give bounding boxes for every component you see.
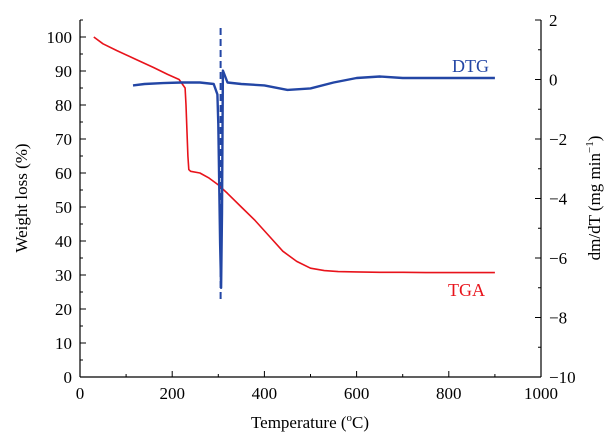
y-left-tick-label: 80 — [55, 96, 72, 115]
y-axis-left-title: Weight loss (%) — [12, 143, 31, 252]
x-tick-label: 200 — [159, 384, 185, 403]
y-axis-right-title: dm/dT (mg min−1) — [584, 136, 604, 261]
y-left-tick-label: 50 — [55, 198, 72, 217]
series-label-dtg: DTG — [452, 56, 489, 76]
y-right-tick-label: −4 — [549, 190, 568, 209]
y-left-tick-label: 60 — [55, 164, 72, 183]
y-right-tick-label: 2 — [549, 11, 558, 30]
x-tick-label: 800 — [436, 384, 462, 403]
y-left-tick-label: 10 — [55, 334, 72, 353]
series-dtg-line — [132, 69, 495, 289]
y-left-tick-label: 0 — [64, 368, 73, 387]
y-axis-right-title-pre: dm/dT (mg min — [585, 153, 604, 261]
y-axis-right-title-post: ) — [585, 136, 604, 142]
y-left-tick-label: 20 — [55, 300, 72, 319]
y-left-tick-label: 90 — [55, 62, 72, 81]
x-axis-title: Temperature (oC) — [251, 412, 369, 432]
y-left-tick-label: 30 — [55, 266, 72, 285]
series-label-tga: TGA — [448, 280, 485, 300]
y-left-tick-label: 100 — [47, 28, 73, 47]
y-right-ticks: 2 0 −2 −4 −6 −8 −10 — [535, 11, 576, 387]
x-axis-title-post: C) — [352, 413, 369, 432]
x-tick-label: 0 — [76, 384, 85, 403]
y-right-tick-label: 0 — [549, 71, 558, 90]
y-left-ticks: 0 10 20 30 40 50 60 70 80 90 100 — [47, 19, 86, 387]
x-axis-title-sup: o — [347, 412, 353, 424]
y-right-tick-label: −2 — [549, 130, 567, 149]
y-right-tick-label: −6 — [549, 249, 567, 268]
x-tick-label: 400 — [252, 384, 278, 403]
y-left-tick-label: 70 — [55, 130, 72, 149]
y-left-tick-label: 40 — [55, 232, 72, 251]
x-tick-label: 600 — [344, 384, 370, 403]
y-right-tick-label: −10 — [549, 368, 576, 387]
y-axis-right-title-sup: −1 — [584, 141, 596, 153]
x-tick-label: 1000 — [524, 384, 558, 403]
series-tga-line — [93, 36, 495, 274]
x-axis-title-pre: Temperature ( — [251, 413, 347, 432]
series-layer — [93, 28, 495, 303]
y-right-tick-label: −8 — [549, 309, 567, 328]
x-ticks: 0 200 400 600 800 1000 — [76, 371, 558, 403]
